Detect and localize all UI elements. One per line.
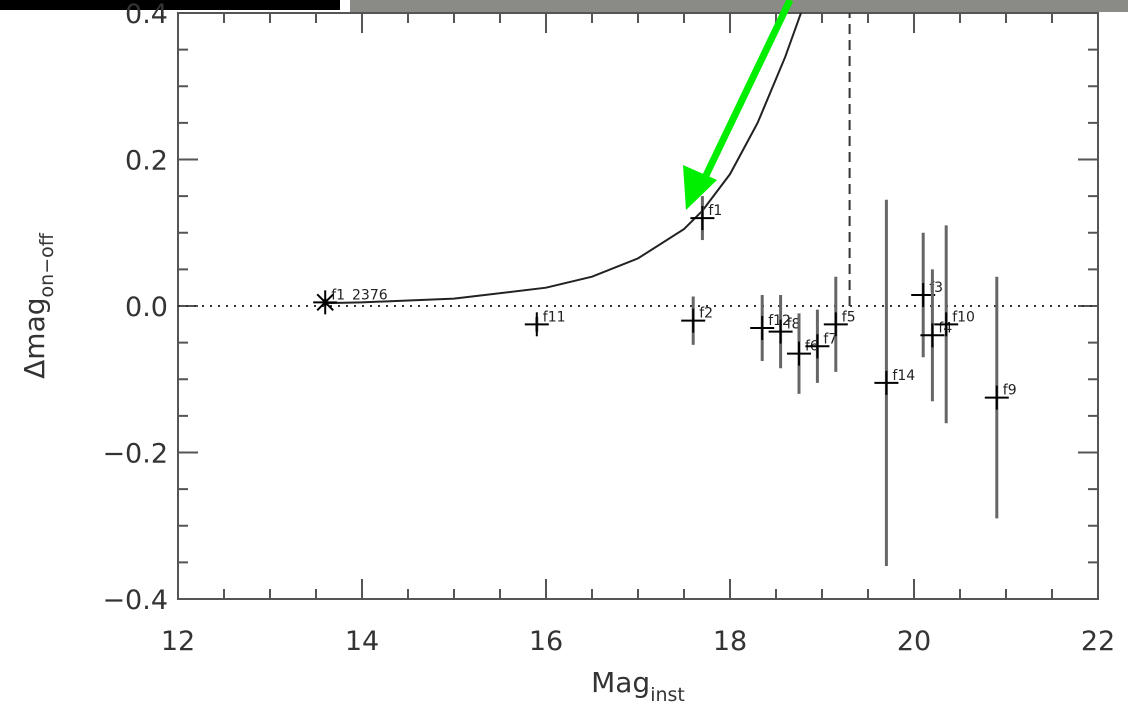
data-point [750,315,775,340]
y-tick-label: −0.4 [102,585,168,616]
point-label: f11 [543,309,566,325]
model-curve [325,13,803,305]
data-point [524,312,549,337]
point-label: f14 [892,368,915,384]
x-tick-label: 14 [345,626,379,657]
x-tick-label: 18 [713,626,747,657]
data-point [690,206,715,231]
marker-d2 [316,293,334,312]
x-tick-label: 16 [529,626,563,657]
data-point [768,319,793,344]
point-label: f2 [699,306,713,322]
x-tick-label: 22 [1081,626,1115,657]
point-label: f5 [842,309,856,325]
data-point [787,341,811,366]
data-point [681,308,706,333]
data-point [874,370,899,395]
point-label: f7 [823,331,837,347]
point-label: f9 [1003,383,1017,399]
point-label: f1_2376 [331,287,388,303]
data-point [823,312,848,337]
top-dark-strip [0,0,340,10]
x-axis-label: Maginst [591,666,685,706]
data-point [313,290,338,315]
x-tick-label: 20 [897,626,931,657]
arrow-shaft [696,0,794,190]
y-axis-label: Δmagon−off [18,232,58,379]
point-label: f10 [952,309,975,325]
plot-area: 12 14 16 18 20 22 −0.4 −0.2 0.0 0.2 0.4 f1_2376 f1 f2… [102,0,1115,657]
data-point [805,334,830,359]
y-tick-label: −0.2 [102,439,168,470]
top-image-strip [350,0,1128,12]
annotation-arrow [683,0,794,210]
y-tick-label: 0.0 [125,292,168,323]
data-point [934,312,959,337]
y-tick-label: 0.2 [125,146,168,177]
point-label: f1 [708,203,722,219]
y-tick-label: 0.4 [125,0,168,30]
data-point [984,385,1009,410]
arrow-head [683,165,717,210]
x-tick-label: 12 [161,626,195,657]
point-label: f8 [787,317,801,333]
data-point [920,323,945,348]
